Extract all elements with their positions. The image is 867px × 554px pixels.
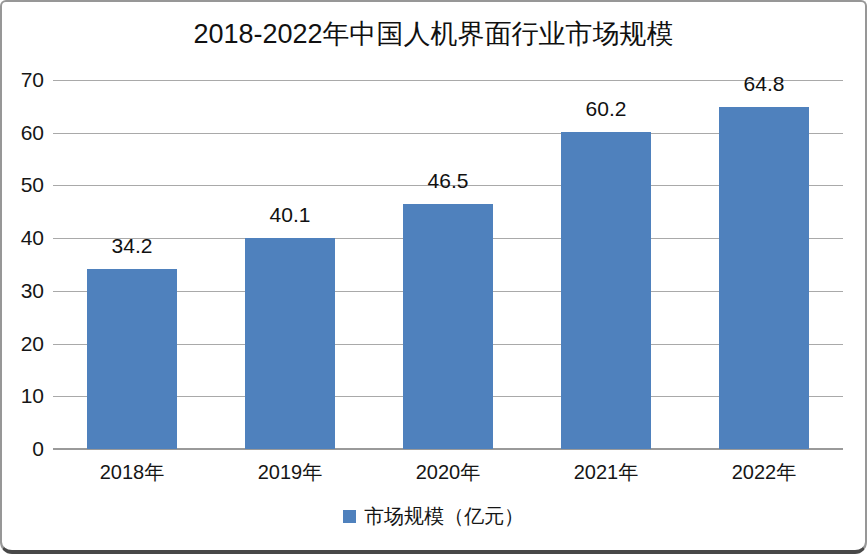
- bar: [719, 107, 809, 449]
- y-tick-label: 10: [0, 383, 44, 409]
- bar: [561, 132, 651, 449]
- chart-canvas: 2018-2022年中国人机界面行业市场规模 0 10 20 30 40 50 60 70 2…: [0, 0, 867, 554]
- plot-area: [53, 80, 843, 449]
- bar-value-label: 46.5: [388, 168, 508, 194]
- bar-value-label: 60.2: [546, 96, 666, 122]
- y-tick-label: 70: [0, 67, 44, 93]
- x-tick-label: 2020年: [388, 459, 508, 485]
- x-tick-label: 2018年: [72, 459, 192, 485]
- bar-value-label: 64.8: [704, 71, 824, 97]
- y-tick-label: 60: [0, 120, 44, 146]
- bar-value-label: 34.2: [72, 233, 192, 259]
- x-tick-label: 2021年: [546, 459, 666, 485]
- legend-swatch: [343, 510, 356, 523]
- bar-value-label: 40.1: [230, 202, 350, 228]
- legend: 市场规模（亿元）: [0, 503, 867, 530]
- y-tick-label: 30: [0, 278, 44, 304]
- bar: [87, 269, 177, 449]
- x-tick-label: 2022年: [704, 459, 824, 485]
- y-tick-label: 40: [0, 225, 44, 251]
- y-tick-label: 0: [0, 436, 44, 462]
- bar: [245, 238, 335, 449]
- x-tick-label: 2019年: [230, 459, 350, 485]
- chart-title: 2018-2022年中国人机界面行业市场规模: [0, 16, 867, 52]
- bar: [403, 204, 493, 449]
- y-tick-label: 20: [0, 331, 44, 357]
- legend-label: 市场规模（亿元）: [364, 503, 524, 530]
- y-tick-label: 50: [0, 172, 44, 198]
